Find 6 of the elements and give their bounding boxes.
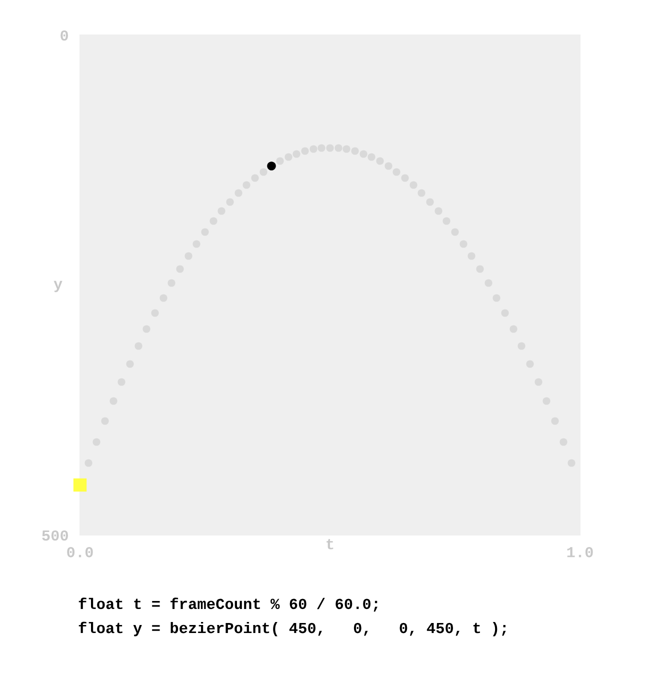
point [73,478,87,492]
point [260,168,268,176]
text: float t = frameCount % 60 / 60.0; [78,598,378,612]
point [276,157,284,165]
point [267,162,276,170]
text: float y = bezierPoint( 450, 0, 0, 450, t ); [78,622,506,636]
